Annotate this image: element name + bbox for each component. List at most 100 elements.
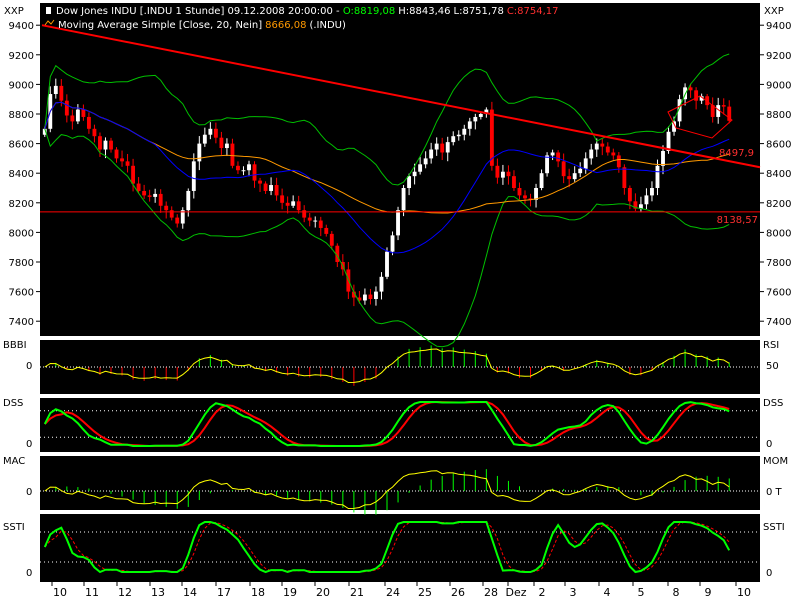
- candle-body: [147, 195, 152, 197]
- ytick-label-right: 7800: [766, 258, 791, 269]
- ytick-label-right: 8400: [766, 169, 791, 180]
- candle-body: [164, 205, 169, 211]
- moving-average-line: [44, 101, 730, 254]
- candle-body: [605, 146, 610, 153]
- candle-body: [318, 220, 323, 228]
- candle-body: [247, 164, 251, 171]
- candle-body: [473, 116, 478, 122]
- candle-body: [109, 140, 113, 150]
- candle-body: [64, 100, 69, 116]
- candle-body: [385, 251, 389, 277]
- candle-body: [396, 210, 400, 236]
- ytick-label-left: 8800: [9, 110, 34, 121]
- ytick-label-right: 9400: [766, 21, 791, 32]
- indicator-zero-right: 0: [766, 568, 772, 579]
- ma-value: 8666,08: [265, 20, 306, 31]
- ma-suffix: (.INDU): [309, 20, 346, 31]
- xtick-label: 25: [418, 586, 432, 599]
- candle-body: [644, 195, 649, 205]
- header-open: O:8819,08: [343, 6, 395, 17]
- indicator-name-right: RSI: [763, 340, 779, 351]
- candle-body: [716, 105, 721, 117]
- xtick-label: 21: [350, 586, 364, 599]
- candle-body: [523, 195, 527, 199]
- candle-body: [103, 140, 108, 150]
- candle-body: [539, 173, 544, 188]
- candle-body: [699, 96, 704, 101]
- indicator-zero-right: 0 T: [766, 487, 783, 498]
- candle-body: [186, 190, 191, 211]
- candle-body: [263, 183, 268, 191]
- candle-body: [429, 149, 434, 159]
- candle-body: [125, 161, 130, 166]
- ytick-label-right: 8200: [766, 199, 791, 210]
- candle-body: [638, 204, 643, 209]
- candle-body: [368, 294, 373, 299]
- candle-body: [572, 173, 577, 180]
- left-scale-title: XXP: [4, 6, 24, 17]
- xtick-label: 26: [451, 586, 465, 599]
- candle-body: [335, 245, 340, 262]
- candle-body: [241, 170, 246, 172]
- candle-body: [53, 85, 58, 95]
- ma-label: Moving Average Simple [Close, 20, Nein]: [58, 20, 262, 31]
- candle-body: [451, 136, 456, 143]
- support-line-label: 8138,57: [717, 215, 758, 226]
- candle-body: [683, 87, 688, 100]
- candle-body: [694, 90, 699, 101]
- candle-body: [291, 201, 296, 206]
- bollinger-lower-line: [44, 128, 730, 348]
- candle-body: [252, 164, 257, 181]
- candle-body: [633, 201, 638, 209]
- ytick-label-right: 7600: [766, 288, 791, 299]
- xtick-label: 3: [570, 586, 577, 599]
- ytick-label-left: 8200: [9, 199, 34, 210]
- dss-panel[interactable]: [40, 398, 760, 452]
- candle-body: [655, 165, 660, 188]
- main-price-panel[interactable]: [40, 3, 760, 336]
- candle-body: [467, 121, 472, 129]
- candle-body: [307, 217, 312, 221]
- candle-body: [324, 227, 329, 234]
- candle-body: [666, 131, 671, 151]
- mac-panel[interactable]: [40, 456, 760, 510]
- candle-body: [594, 143, 599, 150]
- candle-body: [650, 188, 654, 196]
- ytick-label-right: 9000: [766, 80, 791, 91]
- candle-body: [600, 143, 605, 147]
- candle-body: [131, 165, 136, 184]
- candle-body: [175, 217, 180, 224]
- xtick-label: 10: [737, 586, 751, 599]
- candle-body: [661, 151, 665, 166]
- xtick-label: 24: [386, 586, 400, 599]
- candle-body: [721, 105, 726, 107]
- trendline[interactable]: [41, 24, 761, 169]
- candle-body: [258, 180, 262, 184]
- xtick-label: 4: [604, 586, 611, 599]
- candle-body: [136, 183, 141, 191]
- ssti-main-line: [43, 521, 731, 574]
- candle-body: [407, 176, 412, 188]
- price-layer: 8138,57 8497,9: [40, 24, 761, 348]
- indicator-zero-left: 0: [26, 487, 32, 498]
- candle-body: [379, 276, 384, 292]
- candle-body: [357, 297, 362, 301]
- xtick-label: 5: [638, 586, 645, 599]
- candle-body: [92, 128, 97, 137]
- candle-body: [224, 143, 229, 149]
- pattern-box[interactable]: [667, 95, 733, 139]
- candle-body: [59, 85, 64, 101]
- candle-body: [534, 188, 538, 200]
- candle-body: [589, 149, 594, 159]
- xtick-label: 18: [251, 586, 265, 599]
- candle-body: [550, 152, 555, 156]
- ytick-label-right: 8000: [766, 228, 791, 239]
- candle-body: [627, 188, 632, 202]
- ytick-label-left: 8000: [9, 228, 34, 239]
- candle-body: [70, 115, 75, 122]
- candle-legend-icon: [46, 7, 51, 14]
- indicator-zero-left: 0: [26, 568, 32, 579]
- candle-body: [362, 294, 367, 301]
- candle-body: [98, 136, 102, 150]
